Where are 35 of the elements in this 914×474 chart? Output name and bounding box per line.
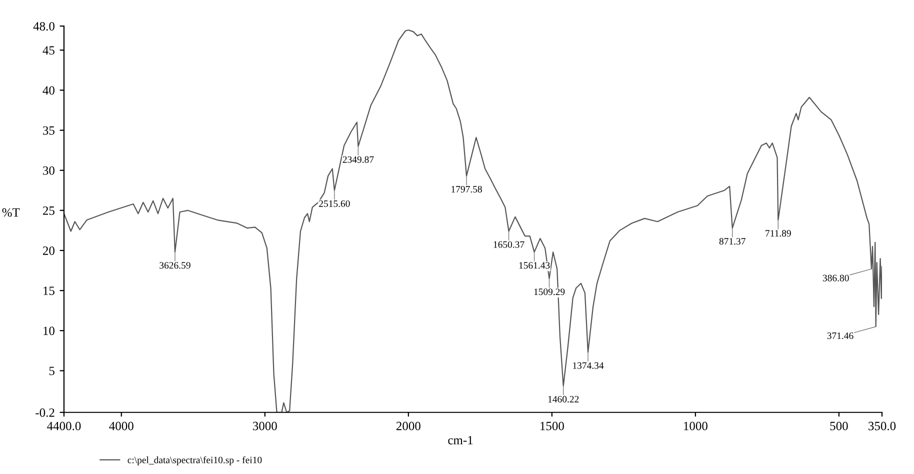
annotation: 1650.37 (494, 241, 524, 248)
x-axis-title: cm-1 (448, 436, 473, 444)
annotation: 1509.29 (534, 288, 565, 296)
x-tick-label: 1500 (540, 422, 564, 430)
y-tick-label: 10 (44, 326, 54, 336)
x-tick-label: 1000 (684, 422, 708, 430)
y-tick-label: 5 (49, 366, 54, 376)
y-tick-label: 30 (43, 166, 54, 175)
x-tick-label: 2000 (396, 422, 420, 430)
x-tick-label: 4400.0 (47, 422, 81, 430)
annotation: 1460.22 (548, 396, 579, 403)
annotation: 2349.87 (342, 156, 374, 163)
annotation: 871.37 (719, 238, 746, 245)
annotation: 711.89 (766, 230, 791, 237)
x-tick-label: 350.0 (868, 422, 896, 430)
x-tick-label: 500 (830, 422, 848, 430)
annotation: 371.46 (827, 332, 854, 340)
y-tick-label: 25 (43, 206, 54, 215)
y-tick-label: 45 (42, 46, 54, 55)
legend-label: c:\pel_data\spectra\fei10.sp - fei10 (128, 456, 262, 466)
annotation: 1561.43 (519, 262, 550, 269)
x-tick-label: 3000 (252, 422, 277, 430)
y-tick-label: -0.2 (36, 408, 54, 417)
annotation: 1797.58 (452, 186, 482, 193)
y-tick-label: 20 (43, 246, 54, 255)
y-tick-label: 15 (44, 286, 54, 296)
annotation: 2515.60 (319, 200, 350, 207)
annotation: 1374.34 (573, 362, 604, 369)
annotation: 3626.59 (160, 262, 190, 269)
y-tick-label: 48.0 (33, 22, 54, 31)
annotation: 386.80 (822, 274, 849, 282)
y-axis-title: %T (2, 208, 20, 217)
y-tick-label: 40 (42, 86, 54, 95)
x-tick-label: 4000 (109, 422, 134, 430)
y-tick-label: 35 (43, 126, 54, 135)
